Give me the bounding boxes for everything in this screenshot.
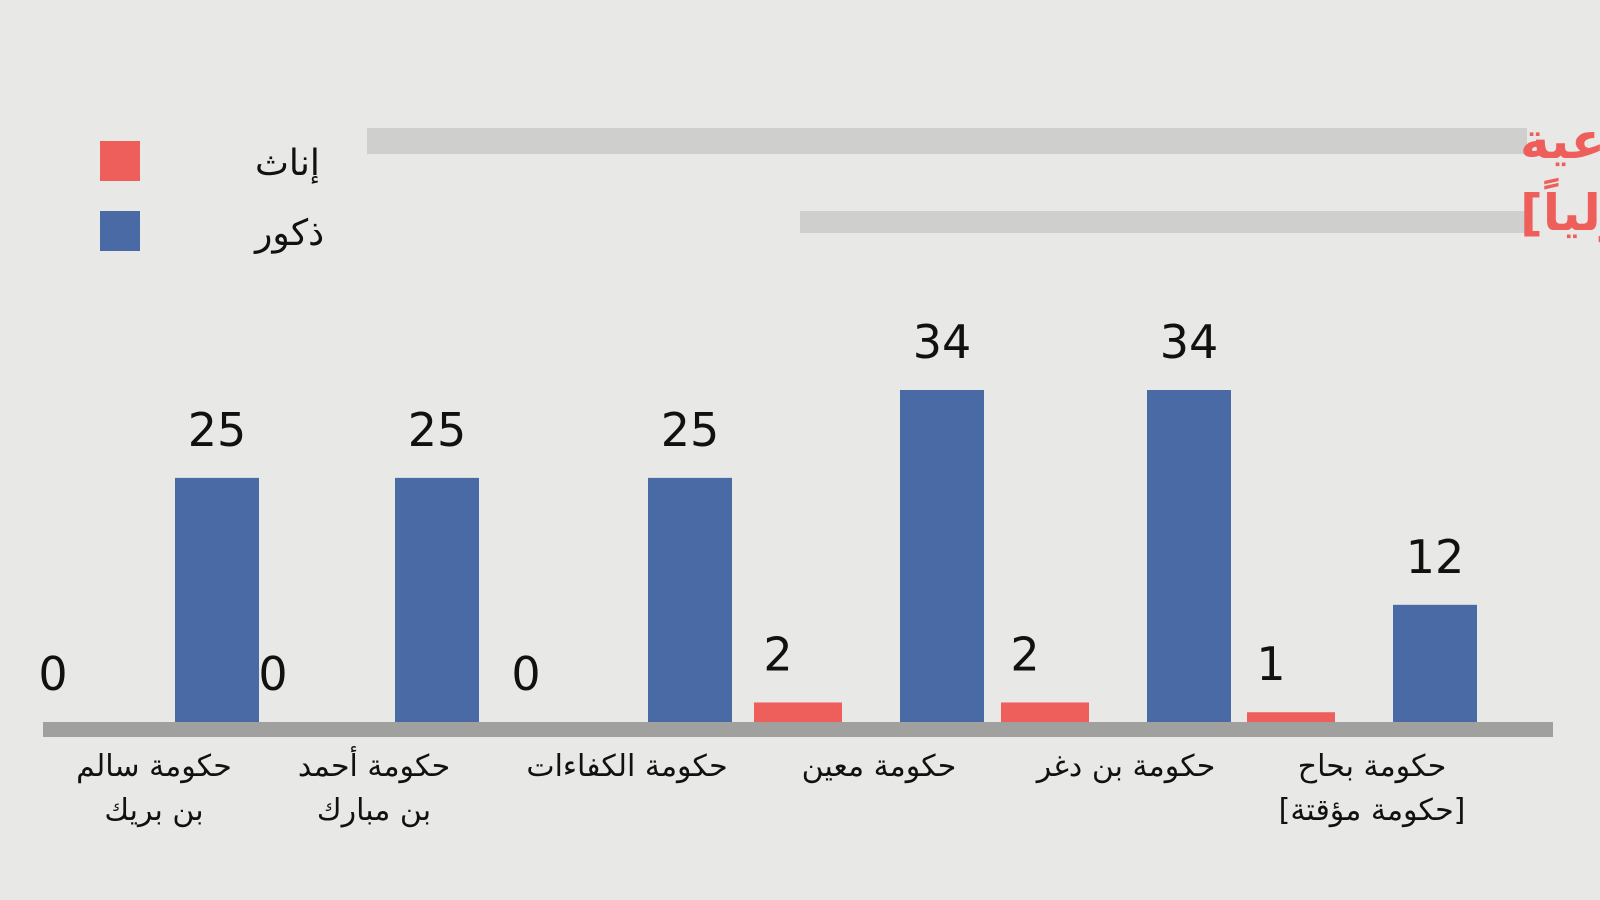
category-label: حكومة معين [802, 749, 957, 784]
value-label-male: 34 [913, 315, 972, 369]
bar-female [1247, 712, 1335, 722]
legend-swatch-female [100, 141, 140, 181]
value-label-female: 0 [511, 647, 540, 701]
bar-male [395, 477, 479, 722]
value-label-female: 2 [763, 627, 792, 681]
bar-male [648, 477, 732, 722]
category-label: حكومة الكفاءات [526, 749, 727, 784]
title-highlight-2 [800, 211, 1527, 233]
bar-male [900, 390, 984, 722]
value-label-male: 25 [408, 403, 467, 457]
value-label-male: 25 [188, 403, 247, 457]
value-label-male: 25 [661, 403, 720, 457]
title-highlight-1 [367, 128, 1527, 154]
value-labels-group: 0 25 0 25 0 25 2 34 2 34 1 12 [38, 315, 1464, 701]
legend-swatch-male [100, 211, 140, 251]
category-label: [حكومة مؤقتة] [1279, 793, 1466, 828]
legend-label-female: إناث [255, 143, 320, 184]
bars-group [175, 390, 1477, 722]
value-label-male: 12 [1406, 530, 1465, 584]
bar-female [754, 702, 842, 722]
baseline [43, 722, 1553, 737]
category-label: بن مبارك [317, 793, 431, 828]
value-label-female: 0 [38, 647, 67, 701]
value-label-female: 1 [1256, 637, 1285, 691]
bar-male [175, 477, 259, 722]
bar-female [1001, 702, 1089, 722]
category-labels-group: حكومة سالم بن بريك حكومة أحمد بن مبارك حكومة… [76, 745, 1465, 828]
category-label: بن بريك [104, 793, 203, 828]
category-label: حكومة بن دغر [1035, 749, 1216, 784]
category-label: حكومة أحمد [298, 745, 450, 784]
bar-male [1147, 390, 1231, 722]
category-label: حكومة سالم [76, 749, 232, 784]
legend-label-male: ذكور [253, 213, 324, 254]
value-label-female: 2 [1010, 627, 1039, 681]
category-label: حكومة بحاح [1298, 749, 1447, 784]
bar-male [1393, 604, 1477, 722]
value-label-male: 34 [1160, 315, 1219, 369]
chart-title-line-2: [حكومات معترف بها دولياً] [1520, 177, 1600, 243]
value-label-female: 0 [258, 647, 287, 701]
chart-title-line-1: عدد النساء في الحكومات التي شكلتها الشرع… [1520, 112, 1600, 171]
